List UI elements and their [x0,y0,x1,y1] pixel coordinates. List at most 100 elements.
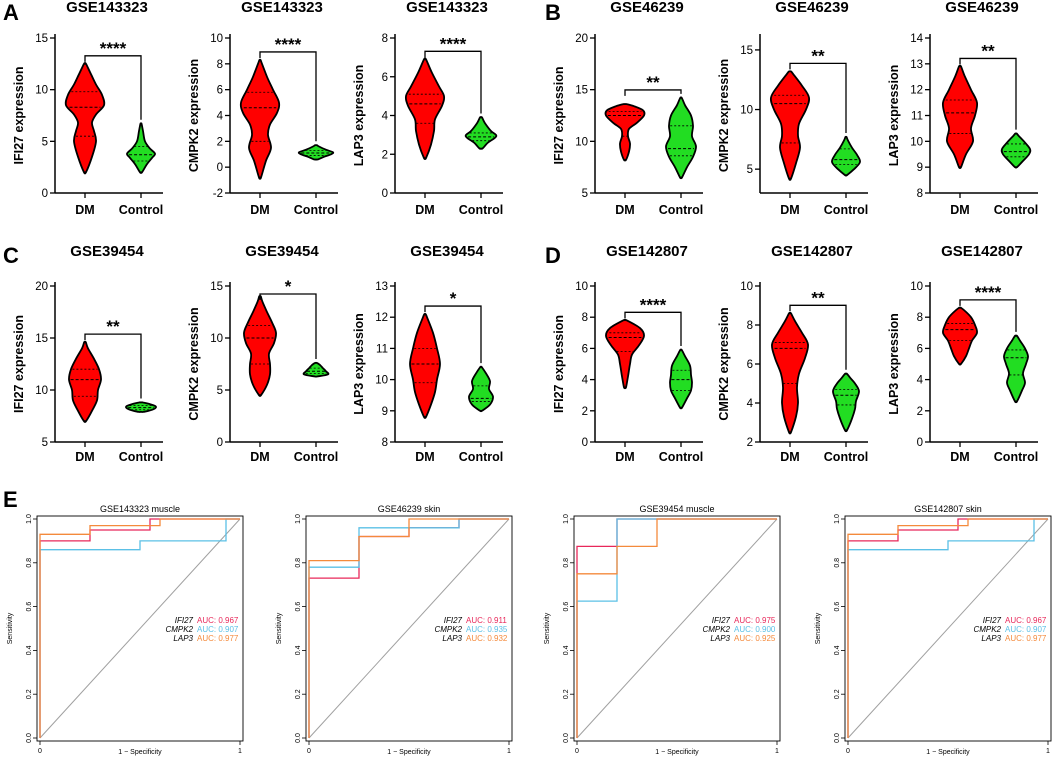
x-category-label: DM [615,450,634,464]
y-tick-label: 11 [376,343,388,355]
roc-legend-auc: AUC: 0.925 [734,634,776,643]
x-category-label: DM [950,203,969,217]
significance-stars: ** [811,46,825,65]
x-category-label: DM [75,450,94,464]
roc-curve-lap3 [308,518,509,738]
y-tick-label: 0 [917,437,923,449]
panel-A: A GSE143323 0 5 10 15 IFI27 expression **** DM Co… [3,0,503,217]
roc-legend-auc: AUC: 0.907 [197,625,239,634]
roc-legend-gene: LAP3 [981,634,1001,643]
roc-y-tick-label: 0.4 [563,645,570,655]
roc-y-tick-label: 0.2 [563,689,570,699]
roc-diagonal [308,518,510,739]
violin-chart: GSE46239 5 10 15 CMPK2 expression ** DM Control [717,0,868,217]
panel-D: D GSE142807 0 2 4 6 8 10 IFI27 expression **** DM C… [545,243,1038,464]
violin-control [669,348,693,410]
roc-y-tick-label: 0.4 [295,645,302,655]
roc-x-axis-label: 1 − Specificity [118,749,162,756]
chart-title: GSE39454 [410,243,484,260]
violin-dm [239,58,281,180]
y-axis-label: IFI27 expression [552,315,566,413]
y-tick-label: 2 [582,406,588,418]
significance-bracket [789,62,847,133]
violin-control [665,96,697,180]
y-tick-label: 0 [582,437,588,449]
significance-stars: ** [811,288,825,307]
roc-y-tick-label: 0.8 [295,558,302,568]
significance-stars: **** [100,39,127,58]
x-category-label: Control [824,203,868,217]
violin-dm [771,311,809,435]
y-tick-label: 9 [917,162,923,174]
significance-bracket [789,304,847,370]
roc-x-axis-label: 1 − Specificity [655,749,699,756]
y-tick-label: 2 [217,136,223,148]
y-axis-label: CMPK2 expression [187,307,201,420]
roc-frame [305,515,513,742]
roc-y-tick-label: 0.0 [834,733,841,743]
y-axis-label: LAP3 expression [887,65,901,166]
roc-x-tick-label: 0 [846,748,850,755]
y-tick-label: 15 [210,281,223,293]
roc-y-tick-label: 0.0 [295,733,302,743]
x-category-label: DM [780,450,799,464]
y-tick-label: 5 [217,385,223,397]
violin-dm [68,340,102,423]
roc-y-tick-label: 0.6 [563,602,570,612]
significance-bracket [84,55,142,120]
significance-stars: **** [440,34,467,53]
violin-dm [941,64,979,170]
violin-dm [604,103,646,162]
roc-legend-gene: CMPK2 [165,625,193,634]
y-tick-label: 0 [217,162,223,174]
significance-stars: ** [981,41,995,60]
y-tick-label: 10 [575,136,588,148]
roc-chart: GSE39454 muscle 0.0 0.2 0.4 0.6 0.8 1.0 0 1 1 − S… [544,504,781,756]
roc-x-tick-label: 1 [775,748,779,755]
roc-legend-auc: AUC: 0.911 [466,616,507,625]
y-axis-label: LAP3 expression [887,313,901,414]
y-axis-label: CMPK2 expression [717,59,731,172]
violin-dm [404,57,446,161]
violin-chart: GSE39454 8 9 10 11 12 13 LAP3 expression * DM Cont… [352,243,503,464]
y-tick-label: 15 [35,333,48,345]
roc-legend-gene: CMPK2 [702,625,730,634]
roc-y-tick-label: 0.0 [563,733,570,743]
y-tick-label: 2 [917,406,923,418]
violin-control [302,361,330,378]
roc-legend-gene: IFI27 [444,616,463,625]
y-tick-label: 9 [382,406,388,418]
y-tick-label: 13 [375,281,388,293]
violin-control [297,144,335,161]
significance-bracket [959,57,1017,130]
y-tick-label: 6 [382,72,388,84]
y-tick-label: 15 [740,45,753,57]
significance-bracket [259,51,317,142]
chart-title: GSE39454 [70,243,144,260]
panel-B: B GSE46239 5 10 15 20 IFI27 expression ** DM Cont… [545,0,1038,217]
roc-legend-auc: AUC: 0.967 [1005,616,1047,625]
y-tick-label: 4 [582,375,589,387]
y-tick-label: 20 [575,33,588,45]
roc-chart: GSE46239 skin 0.0 0.2 0.4 0.6 0.8 1.0 0 1 1 − Spe… [276,504,513,756]
violin-control [126,122,156,174]
roc-legend-gene: IFI27 [983,616,1002,625]
roc-x-axis-label: 1 − Specificity [387,749,431,756]
roc-y-tick-label: 0.4 [26,645,33,655]
x-category-label: Control [459,203,503,217]
roc-y-tick-label: 0.2 [295,689,302,699]
roc-x-axis-label: 1 − Specificity [926,749,970,756]
y-tick-label: 15 [575,85,588,97]
chart-title: GSE142807 [771,243,853,260]
roc-legend-auc: AUC: 0.900 [734,625,776,634]
chart-title: GSE143323 [241,0,323,16]
roc-y-tick-label: 0.6 [834,602,841,612]
roc-y-tick-label: 0.2 [26,689,33,699]
y-axis-label: IFI27 expression [12,315,26,413]
y-tick-label: 20 [35,281,48,293]
y-tick-label: -2 [213,188,223,200]
violin-control [832,372,860,433]
roc-legend-auc: AUC: 0.935 [466,625,508,634]
y-tick-label: 12 [910,85,923,97]
